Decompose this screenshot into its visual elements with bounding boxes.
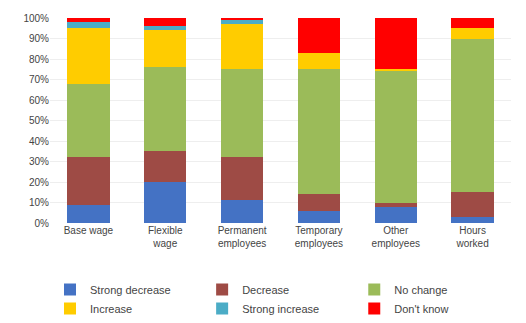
svg-text:60%: 60% <box>29 95 49 106</box>
svg-text:Flexiblewage: Flexiblewage <box>148 225 183 249</box>
svg-text:100%: 100% <box>23 13 49 24</box>
svg-text:20%: 20% <box>29 177 49 188</box>
svg-text:50%: 50% <box>29 115 49 126</box>
svg-text:Permanentemployees: Permanentemployees <box>218 225 267 249</box>
svg-text:Base wage: Base wage <box>64 225 114 236</box>
svg-text:No change: No change <box>394 284 447 296</box>
svg-text:40%: 40% <box>29 136 49 147</box>
svg-text:30%: 30% <box>29 156 49 167</box>
svg-text:Strong increase: Strong increase <box>242 303 319 315</box>
svg-text:70%: 70% <box>29 74 49 85</box>
svg-text:Otheremployees: Otheremployees <box>372 225 420 249</box>
svg-text:80%: 80% <box>29 54 49 65</box>
svg-text:Temporaryemployees: Temporaryemployees <box>295 225 343 249</box>
svg-text:Hoursworked: Hoursworked <box>455 225 488 249</box>
svg-text:Strong decrease: Strong decrease <box>90 284 171 296</box>
svg-text:0%: 0% <box>35 218 50 229</box>
svg-text:Decrease: Decrease <box>242 284 289 296</box>
svg-text:10%: 10% <box>29 197 49 208</box>
svg-text:90%: 90% <box>29 33 49 44</box>
svg-text:Don't know: Don't know <box>394 303 448 315</box>
svg-text:Increase: Increase <box>90 303 132 315</box>
